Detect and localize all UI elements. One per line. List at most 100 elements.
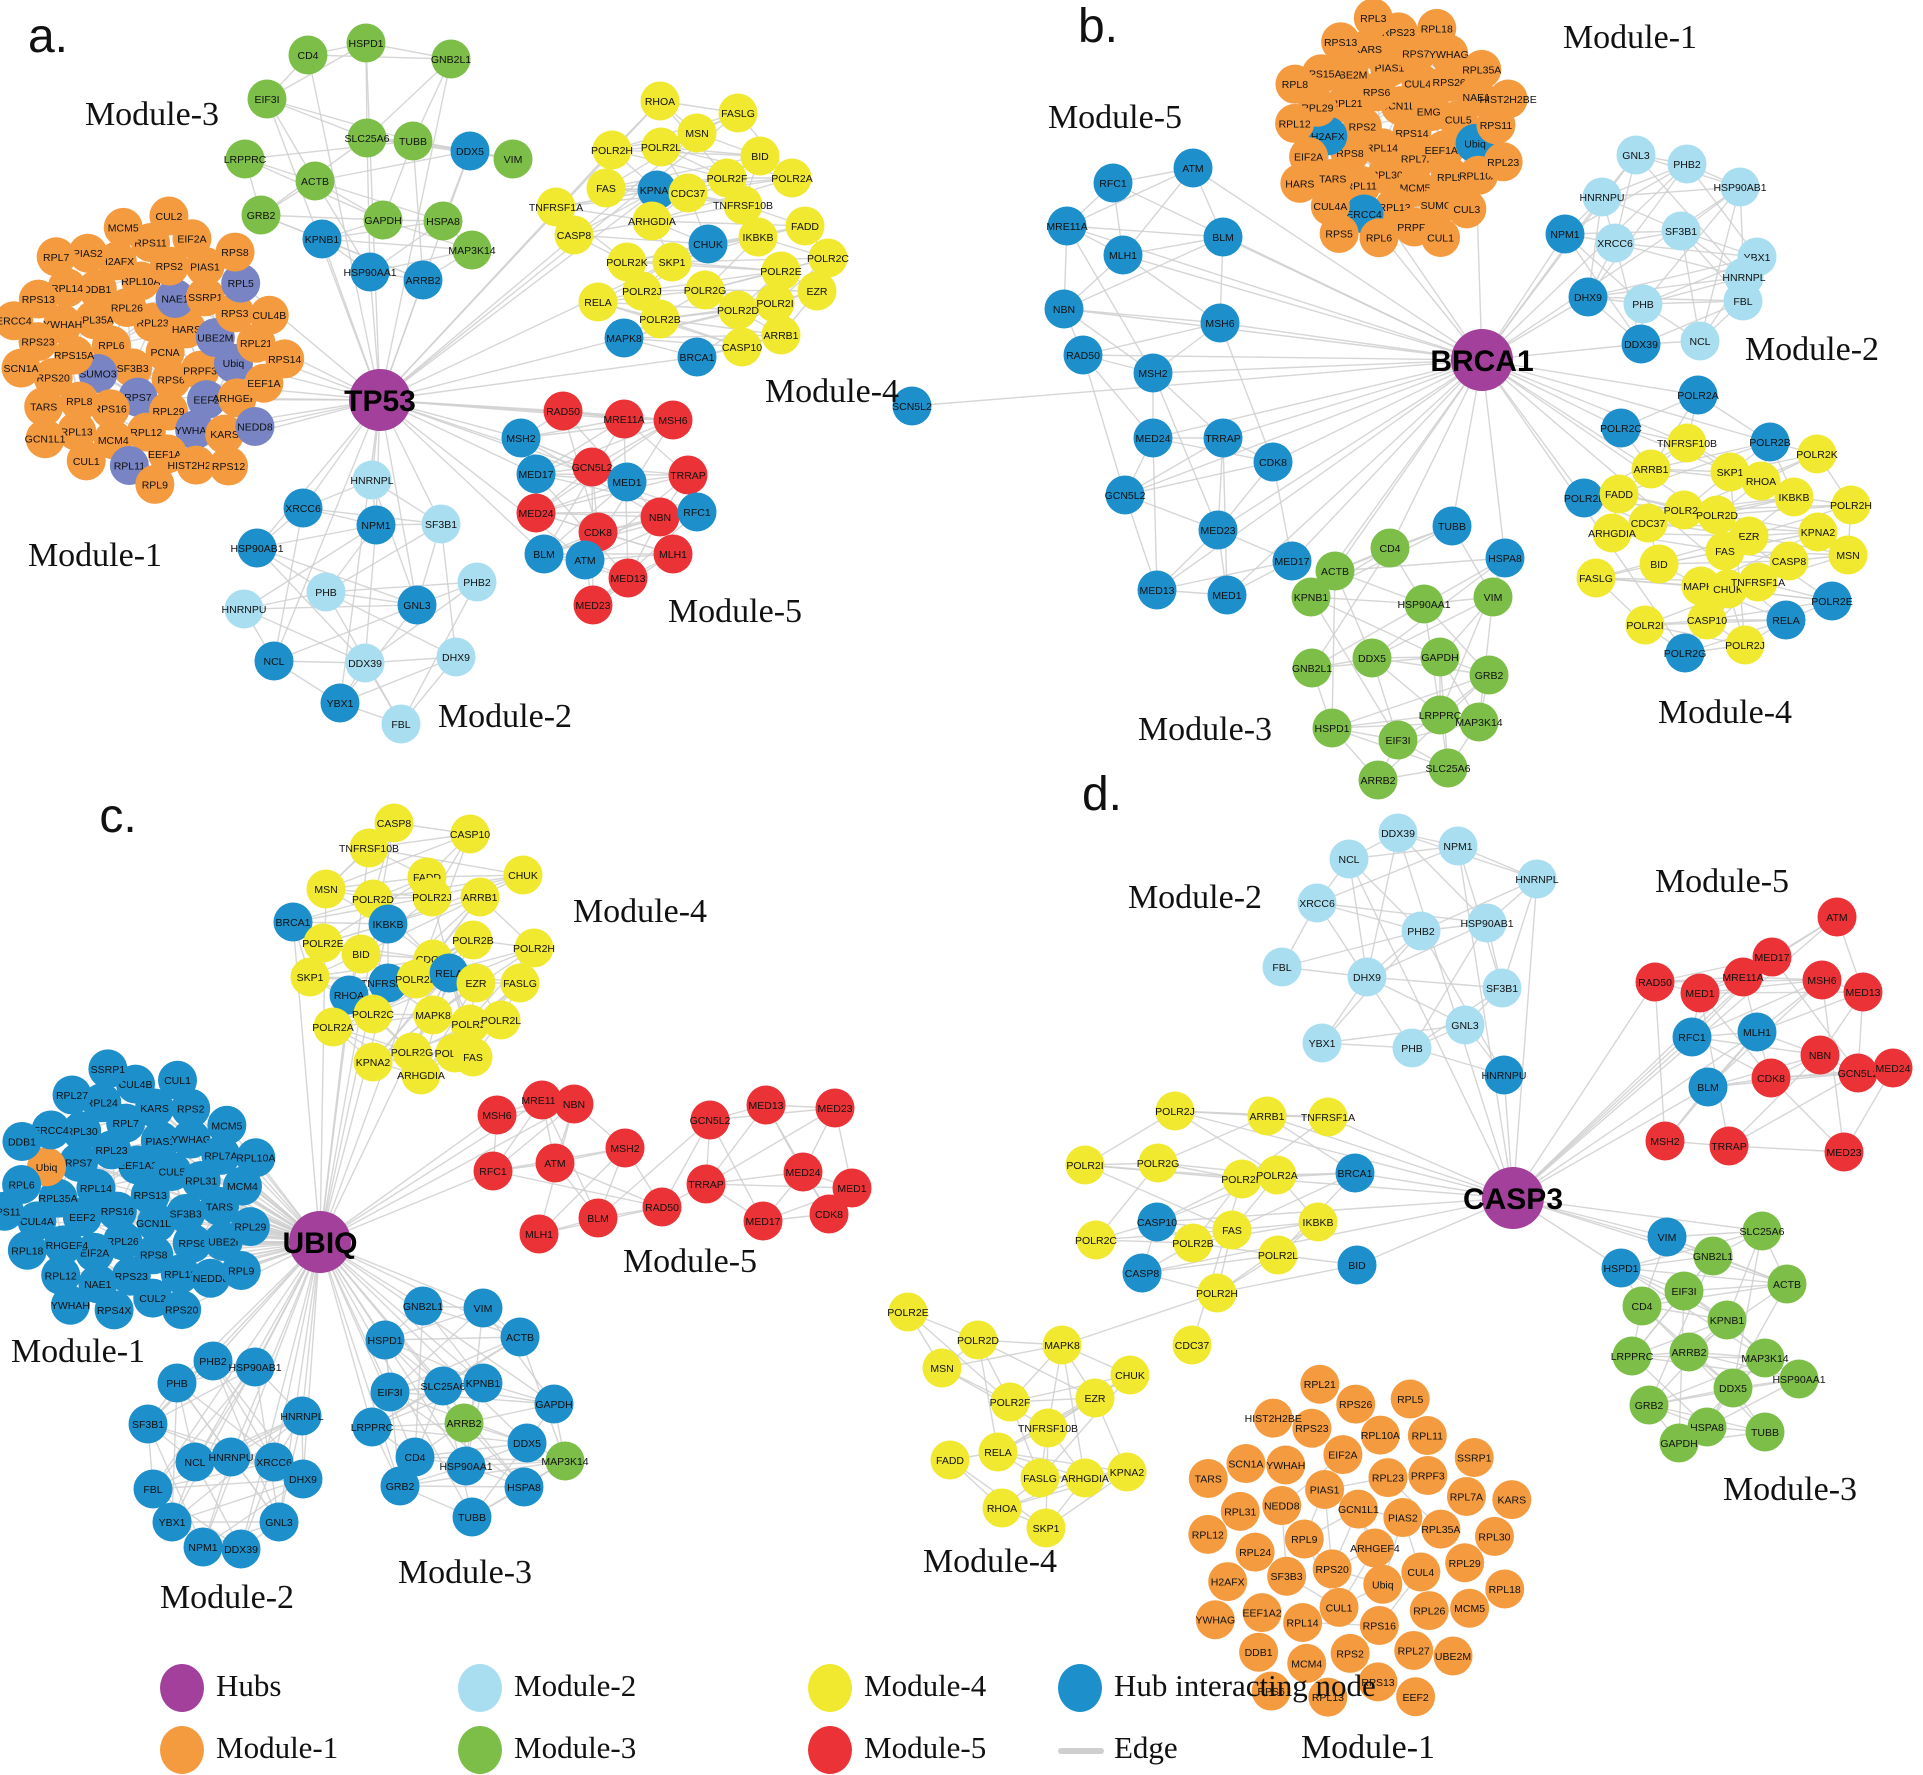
node-label: RPS8: [140, 1250, 168, 1262]
node-label: POLR2J: [1725, 640, 1765, 652]
node-label: YWHAG: [175, 425, 215, 437]
node-label: RPL5: [1397, 1394, 1423, 1406]
node-xrcc6: XRCC6: [254, 1442, 294, 1482]
node-polr2k: POLR2K: [1796, 434, 1838, 474]
node-label: RPL3: [1360, 13, 1386, 25]
node-label: CUL2: [156, 211, 183, 223]
node-rpl6: RPL6: [1359, 218, 1399, 258]
node-msh2: MSH2: [605, 1128, 645, 1168]
node-label: PIAS1: [1375, 62, 1405, 74]
node-label: DHX9: [1574, 292, 1602, 304]
node-skp1: SKP1: [1710, 452, 1750, 492]
node-label: YWHAH: [51, 1300, 90, 1312]
node-label: ERCC4: [33, 1125, 69, 1137]
node-chuk: CHUK: [503, 855, 543, 895]
node-label: POLR2A: [771, 173, 812, 185]
node-rps6: RPS6: [172, 1223, 212, 1263]
node-label: RPL5: [1437, 172, 1463, 184]
node-label: RPS11: [0, 1206, 21, 1218]
node-label: ARRB2: [1360, 775, 1395, 787]
node-label: RPL31: [1224, 1506, 1256, 1518]
node-polr2d: POLR2D: [1696, 495, 1738, 535]
node-label: HSP90AA1: [1397, 599, 1450, 611]
node-label: POLR2K: [606, 257, 647, 269]
node-label: FADD: [936, 1455, 964, 1467]
node-ddx5: DDX5: [450, 131, 490, 171]
node-label: GCN1L1: [136, 1218, 177, 1230]
node-blm: BLM: [1688, 1067, 1728, 1107]
node-label: PHB: [1401, 1043, 1423, 1055]
node-ywhah: YWHAH: [1266, 1445, 1305, 1485]
node-label: POLR2G: [684, 285, 727, 297]
node-ywhag: YWHAG: [1195, 1600, 1235, 1640]
node-label: PIAS1: [190, 261, 220, 273]
node-label: H2AFX: [1211, 1577, 1245, 1589]
node-label: MED23: [575, 600, 610, 612]
node-label: ATM: [544, 1158, 565, 1170]
node-label: YBX1: [327, 698, 354, 710]
node-eif2a: EIF2A: [75, 1232, 115, 1272]
node-rpl5: RPL5: [1390, 1379, 1430, 1419]
node-casp8: CASP8: [554, 215, 594, 255]
node-label: RPL10A: [1361, 1430, 1400, 1442]
module-title-a-module-2: Module-2: [438, 698, 572, 735]
node-label: RPL11: [1346, 180, 1377, 192]
node-skp1: SKP1: [652, 242, 692, 282]
node-label: RPS26: [1339, 1399, 1372, 1411]
node-label: RPS16: [1363, 1621, 1396, 1633]
node-ddx5: DDX5: [1352, 638, 1392, 678]
node-scn5l2: SCN5L2: [892, 386, 932, 426]
node-label: EEF2: [69, 1212, 95, 1224]
node-label: GAPDH: [1421, 652, 1458, 664]
node-gcn1l1: GCN1L1: [136, 1203, 177, 1243]
node-rpl29: RPL29: [230, 1207, 270, 1247]
node-kpna2: KPNA2: [1107, 1452, 1147, 1492]
node-label: RPS2: [1349, 122, 1377, 134]
node-label: ACTB: [1321, 566, 1349, 578]
node-map3k14: MAP3K14: [541, 1441, 589, 1481]
node-label: CASP10: [1137, 1217, 1177, 1229]
node-mlh1: MLH1: [1103, 235, 1143, 275]
node-label: TNFRSF1A: [1731, 577, 1785, 589]
node-grb2: GRB2: [380, 1466, 420, 1506]
node-phb2: PHB2: [193, 1341, 233, 1381]
node-rfc1: RFC1: [677, 492, 717, 532]
node-label: IKBKB: [373, 919, 404, 931]
node-h2afx: H2AFX: [97, 241, 137, 281]
node-label: POLR2L: [641, 142, 681, 154]
node-label: SF3B1: [1665, 226, 1697, 238]
node-trrap: TRRAP: [1203, 418, 1243, 458]
node-label: KPNB1: [1710, 1315, 1745, 1327]
module-title-b-module-4: Module-4: [1658, 694, 1792, 731]
node-label: RAD50: [546, 406, 580, 418]
node-eif2a: EIF2A: [1323, 1435, 1363, 1475]
node-label: RHOA: [334, 990, 364, 1002]
node-label: CUL1: [73, 456, 100, 468]
node-label: HIST2H2BE: [1480, 94, 1537, 106]
node-label: MED13: [748, 1100, 783, 1112]
module-title-d-module-5: Module-5: [1655, 863, 1789, 900]
node-polr2h: POLR2H: [513, 928, 555, 968]
node-label: RHOA: [645, 96, 675, 108]
node-label: NCL: [184, 1457, 205, 1469]
node-label: MED1: [1212, 590, 1241, 602]
node-label: ATM: [574, 555, 595, 567]
node-label: POLR2G: [1664, 648, 1707, 660]
node-label: CUL4A: [20, 1216, 54, 1228]
node-label: HSPA8: [1690, 1422, 1724, 1434]
node-label: POLR2E: [760, 266, 801, 278]
node-label: RPL9: [228, 1265, 254, 1277]
node-hist2h2be: HIST2H2BE: [1245, 1398, 1302, 1438]
node-label: RPL18: [11, 1245, 43, 1257]
node-label: RPL8: [1282, 79, 1308, 91]
node-label: MCM4: [98, 435, 129, 447]
node-dhx9: DHX9: [1347, 957, 1387, 997]
node-lrpprc: LRPPRC: [1611, 1336, 1654, 1376]
node-label: SF3B1: [425, 519, 457, 531]
node-hspd1: HSPD1: [365, 1320, 405, 1360]
node-label: MSH2: [610, 1143, 639, 1155]
node-phb: PHB: [1623, 284, 1663, 324]
node-label: CDK8: [1259, 457, 1287, 469]
node-rpl7a: RPL7A: [201, 1135, 241, 1175]
node-label: PRPF3: [1411, 1471, 1445, 1483]
